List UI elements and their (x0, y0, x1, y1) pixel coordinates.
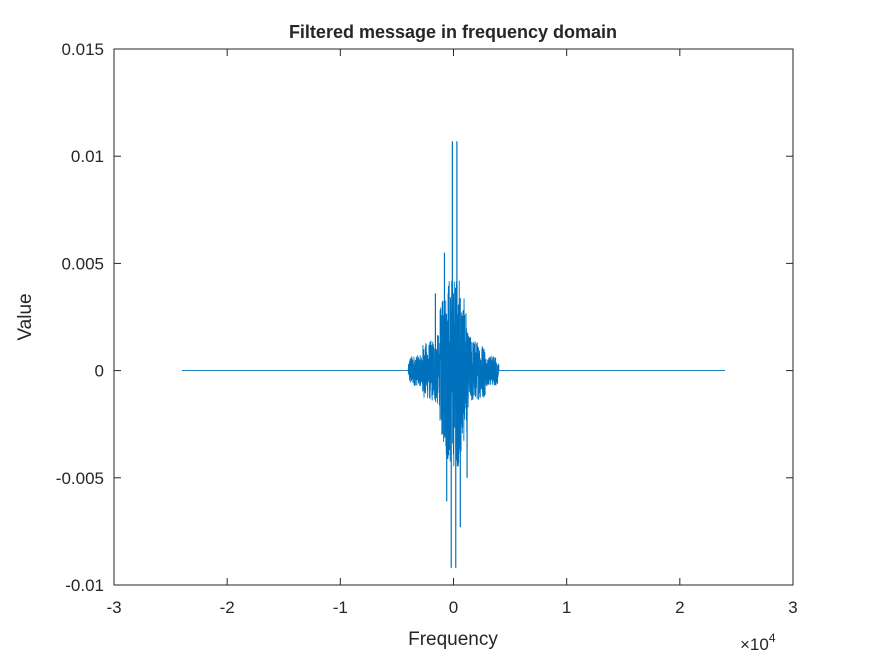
x-tick-label: -3 (106, 598, 121, 617)
x-tick-label: 3 (788, 598, 797, 617)
x-axis-label: Frequency (408, 629, 498, 650)
signal-line (181, 280, 726, 467)
x-tick-label: 2 (675, 598, 684, 617)
y-tick-label: 0.005 (61, 254, 104, 273)
x-tick-label: -2 (220, 598, 235, 617)
labels-layer: -3 -2 -1 0 1 2 3 -0.01 -0.005 0 0.005 0.01 0.015 (56, 40, 798, 617)
chart-title: Filtered message in frequency domain (289, 22, 617, 42)
y-tick-label: -0.005 (56, 469, 104, 488)
x-tick-label: 0 (449, 598, 458, 617)
signal-layer (181, 141, 726, 568)
y-tick-label: 0.01 (71, 147, 104, 166)
x-tick-label: 1 (562, 598, 571, 617)
ticks-layer (113, 48, 794, 586)
y-axis-label: Value (15, 293, 36, 340)
x-tick-label: -1 (333, 598, 348, 617)
x-exponent-base: ×10 (740, 635, 769, 654)
y-tick-label: 0 (95, 362, 104, 381)
x-exponent-power: 4 (769, 631, 776, 645)
x-axis-exponent: ×104 (740, 631, 776, 654)
y-tick-label: -0.01 (65, 576, 104, 595)
y-tick-label: 0.015 (61, 40, 104, 59)
